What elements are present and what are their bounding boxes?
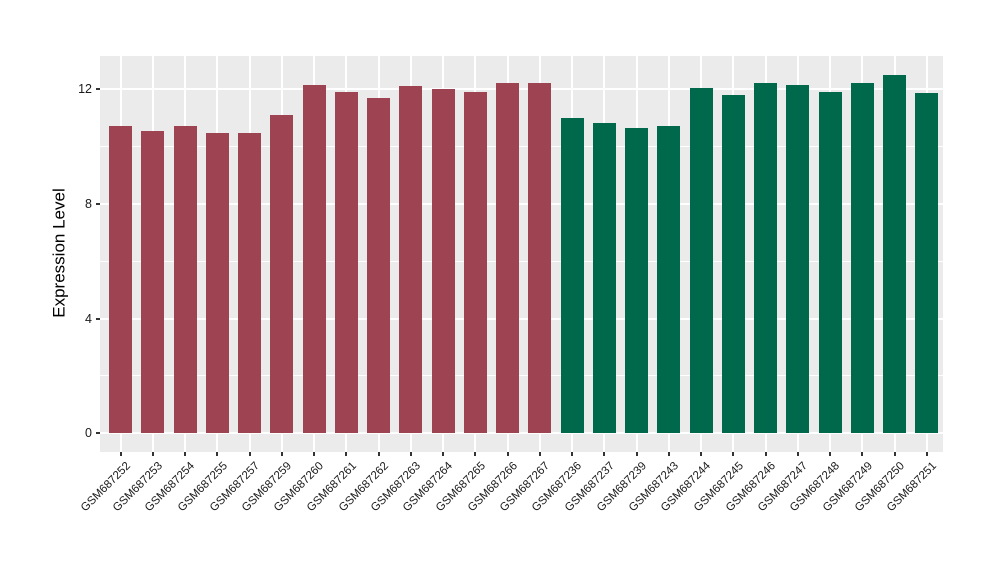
x-tick-mark-GSM687244 xyxy=(700,452,702,456)
bar-GSM687260 xyxy=(302,84,326,434)
gridline-major-y0 xyxy=(100,432,943,435)
bar-GSM687248 xyxy=(818,91,842,434)
x-tick-mark-GSM687255 xyxy=(216,452,219,456)
x-tick-mark-GSM687251 xyxy=(925,452,928,456)
y-tick-label-0: 0 xyxy=(85,426,92,441)
bar-GSM687246 xyxy=(754,83,777,434)
bar-GSM687266 xyxy=(496,83,519,434)
x-tick-mark-GSM687243 xyxy=(667,452,670,456)
bar-GSM687259 xyxy=(270,114,294,434)
y-tick-mark-12 xyxy=(96,88,100,90)
bar-GSM687239 xyxy=(625,127,648,434)
y-tick-mark-4 xyxy=(96,317,100,320)
x-tick-mark-GSM687263 xyxy=(409,452,412,456)
bar-GSM687255 xyxy=(205,133,229,434)
x-tick-mark-GSM687262 xyxy=(377,452,380,456)
plot-panel xyxy=(100,56,943,452)
bar-GSM687247 xyxy=(786,84,810,434)
y-tick-label-4: 4 xyxy=(85,311,92,326)
bar-GSM687261 xyxy=(334,91,358,434)
x-tick-mark-GSM687250 xyxy=(893,452,896,456)
x-tick-mark-GSM687237 xyxy=(603,452,606,456)
x-tick-mark-GSM687249 xyxy=(861,452,864,456)
y-tick-label-12: 12 xyxy=(78,82,92,96)
x-tick-mark-GSM687259 xyxy=(280,452,283,456)
x-tick-mark-GSM687267 xyxy=(538,452,541,456)
gridline-minor-y10 xyxy=(100,145,943,147)
bar-GSM687251 xyxy=(915,93,939,434)
gridline-minor-y2 xyxy=(100,375,943,377)
x-tick-mark-GSM687261 xyxy=(345,452,348,456)
y-tick-label-8: 8 xyxy=(85,196,92,211)
bar-GSM687267 xyxy=(528,83,552,434)
bar-GSM687263 xyxy=(399,86,423,434)
x-tick-mark-GSM687236 xyxy=(571,452,573,456)
y-tick-mark-0 xyxy=(96,432,100,435)
gridline-minor-y6 xyxy=(100,260,943,262)
x-tick-mark-GSM687253 xyxy=(151,452,154,456)
bar-GSM687245 xyxy=(721,94,745,434)
bar-GSM687265 xyxy=(463,91,487,434)
x-tick-mark-GSM687252 xyxy=(119,452,122,456)
bar-GSM687243 xyxy=(657,126,681,434)
x-tick-mark-GSM687239 xyxy=(635,452,638,456)
bar-GSM687237 xyxy=(592,123,616,434)
x-tick-mark-GSM687247 xyxy=(796,452,799,456)
x-tick-mark-GSM687266 xyxy=(506,452,509,456)
bar-GSM687262 xyxy=(367,97,390,434)
x-tick-mark-GSM687254 xyxy=(184,452,186,456)
bar-GSM687250 xyxy=(883,74,906,434)
bar-GSM687253 xyxy=(141,130,165,434)
x-tick-mark-GSM687264 xyxy=(442,452,444,456)
x-tick-mark-GSM687265 xyxy=(474,452,477,456)
bar-GSM687257 xyxy=(238,133,261,434)
y-axis-title-text: Expression Level xyxy=(50,188,69,318)
x-tick-mark-GSM687246 xyxy=(764,452,767,456)
x-tick-mark-GSM687245 xyxy=(732,452,735,456)
bar-GSM687254 xyxy=(173,126,197,434)
bar-GSM687244 xyxy=(689,87,713,434)
x-tick-mark-GSM687248 xyxy=(829,452,831,456)
x-tick-mark-GSM687260 xyxy=(313,452,315,456)
bar-GSM687249 xyxy=(850,83,874,434)
bar-GSM687264 xyxy=(431,89,455,434)
bar-GSM687252 xyxy=(109,126,132,434)
bar-GSM687236 xyxy=(560,117,584,434)
y-tick-mark-8 xyxy=(96,202,100,205)
gridline-major-y8 xyxy=(100,202,943,205)
x-tick-mark-GSM687257 xyxy=(248,452,251,456)
gridline-major-y4 xyxy=(100,317,943,320)
gridline-major-y12 xyxy=(100,88,943,90)
